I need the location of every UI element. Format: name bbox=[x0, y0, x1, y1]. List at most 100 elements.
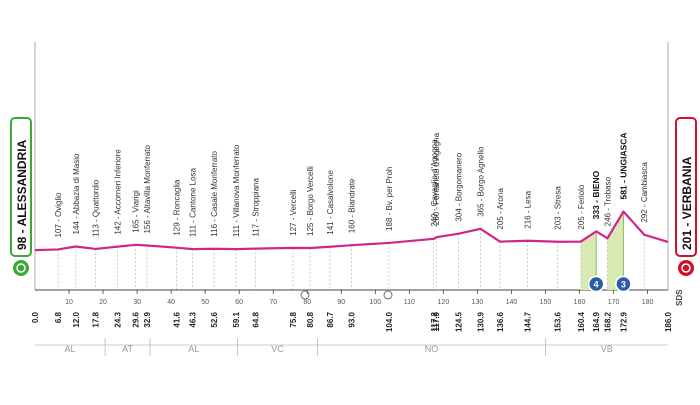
x-tick-label: 80 bbox=[303, 299, 311, 306]
km-label: 117.2 bbox=[430, 311, 439, 331]
x-tick-label: 120 bbox=[438, 299, 450, 306]
waypoint-label: 216 - Lesa bbox=[523, 190, 532, 228]
x-tick-label: 50 bbox=[201, 299, 209, 306]
km-label: 41.6 bbox=[173, 311, 182, 327]
x-tick-label: 180 bbox=[642, 299, 654, 306]
waypoint-label: 205 - Feriolo bbox=[577, 184, 586, 229]
waypoint-label: 304 - Borgomanero bbox=[455, 152, 464, 221]
x-tick-label: 90 bbox=[337, 299, 345, 306]
x-tick-label: 140 bbox=[506, 299, 518, 306]
waypoint-label: 260 - Fontaneto d'Agogna bbox=[432, 132, 441, 225]
x-tick-label: 10 bbox=[65, 299, 73, 306]
x-tick-label: 40 bbox=[167, 299, 175, 306]
waypoint-label: 125 - Borgo Vercelli bbox=[306, 166, 315, 236]
waypoint-label: 160 - Biandrate bbox=[348, 178, 357, 233]
x-tick-label: 70 bbox=[269, 299, 277, 306]
place-label: 201 - VERBANIA bbox=[680, 156, 694, 250]
place-icon-inner bbox=[681, 263, 691, 273]
km-label: 117.9 bbox=[432, 311, 441, 331]
climb-category: 3 bbox=[621, 280, 626, 290]
km-label: 136.6 bbox=[496, 311, 505, 332]
km-label: 93.0 bbox=[348, 311, 357, 327]
climb-badge bbox=[615, 275, 632, 293]
km-label: 168.2 bbox=[603, 311, 612, 332]
climb-area bbox=[580, 231, 597, 290]
km-label: 124.5 bbox=[455, 311, 464, 332]
region-label: NO bbox=[425, 344, 439, 354]
place-icon bbox=[13, 260, 29, 276]
waypoint-label: 205 - Arona bbox=[496, 188, 505, 230]
waypoint-label: 142 - Accorneri Inferiore bbox=[114, 149, 123, 235]
waypoint-label: 117 - Stroppiana bbox=[252, 178, 261, 237]
profile-line bbox=[34, 210, 669, 252]
place-box bbox=[675, 117, 697, 257]
waypoint-label: 107 - Oviglio bbox=[54, 192, 63, 237]
km-label: 86.7 bbox=[326, 311, 335, 327]
waypoint-label: 188 - Bv. per Proh bbox=[385, 167, 394, 231]
climb-badge bbox=[587, 275, 605, 293]
km-label: 144.7 bbox=[523, 311, 532, 332]
km-label: 46.3 bbox=[189, 311, 198, 327]
km-label: 0.0 bbox=[31, 311, 40, 323]
waypoint-label: 111 - Villanova Monferrato bbox=[232, 144, 241, 237]
km-label: 104.0 bbox=[385, 311, 394, 332]
waypoint-label: 144 - Abbazia di Masio bbox=[72, 153, 81, 234]
km-label: 80.8 bbox=[306, 311, 315, 327]
x-tick-label: 150 bbox=[540, 299, 552, 306]
logo: SDS bbox=[675, 289, 684, 306]
km-label: 164.9 bbox=[592, 311, 601, 332]
place-icon-inner bbox=[16, 263, 26, 273]
waypoint-label: 116 - Casale Monferrato bbox=[210, 150, 219, 236]
km-label: 59.1 bbox=[232, 311, 241, 327]
region-label: VB bbox=[601, 344, 613, 354]
waypoint-label: 203 - Stresa bbox=[554, 186, 563, 230]
waypoint-label: 365 - Borgo Agnello bbox=[476, 146, 485, 217]
region-label: AT bbox=[122, 344, 133, 354]
waypoint-label: 333 - BIENO bbox=[591, 170, 601, 219]
x-tick-label: 170 bbox=[608, 299, 620, 306]
km-label: 24.3 bbox=[114, 311, 123, 327]
climb-area bbox=[607, 211, 624, 290]
region-label: AL bbox=[188, 344, 199, 354]
km-label: 64.8 bbox=[252, 311, 261, 327]
sprint-icon bbox=[300, 290, 310, 300]
waypoint-label: 129 - Roncaglia bbox=[173, 179, 182, 236]
waypoint-label: 292 - Cambiasca bbox=[640, 162, 649, 223]
place-icon bbox=[678, 260, 694, 276]
km-label: 172.9 bbox=[619, 311, 628, 332]
x-tick-label: 100 bbox=[369, 299, 381, 306]
x-tick-label: 130 bbox=[472, 299, 484, 306]
waypoint-label: 240 - Cavaglio d'Agogna bbox=[430, 139, 439, 227]
km-label: 6.8 bbox=[54, 311, 63, 323]
x-tick-label: 60 bbox=[235, 299, 243, 306]
place-box bbox=[10, 117, 32, 257]
km-label: 17.8 bbox=[92, 311, 101, 327]
km-label: 153.6 bbox=[554, 311, 563, 332]
km-label: 75.8 bbox=[289, 311, 298, 327]
waypoint-label: 111 - Cantone Losa bbox=[189, 167, 198, 237]
x-tick-label: 20 bbox=[99, 299, 107, 306]
waypoint-label: 165 - Viarigi bbox=[132, 190, 141, 233]
waypoint-label: 141 - Casalvolone bbox=[326, 170, 335, 235]
km-label: 32.9 bbox=[143, 311, 152, 327]
waypoint-label: 581 - UNGIASCA bbox=[618, 132, 628, 199]
region-label: AL bbox=[65, 344, 76, 354]
km-label: 12.0 bbox=[72, 311, 81, 327]
km-label: 29.6 bbox=[132, 311, 141, 327]
waypoint-label: 113 - Quattordio bbox=[92, 179, 101, 237]
climb-category: 4 bbox=[594, 280, 599, 290]
region-label: VC bbox=[271, 344, 284, 354]
place-label: 98 - ALESSANDRIA bbox=[15, 139, 29, 250]
x-tick-label: 30 bbox=[133, 299, 141, 306]
km-label: 52.6 bbox=[210, 311, 219, 327]
waypoint-label: 127 - Vercelli bbox=[289, 189, 298, 235]
x-tick-label: 110 bbox=[404, 299, 415, 306]
x-tick-label: 160 bbox=[574, 299, 586, 306]
km-label: 130.9 bbox=[476, 311, 485, 332]
sprint-icon bbox=[383, 290, 393, 300]
km-label: 186.0 bbox=[664, 311, 673, 332]
waypoint-label: 156 - Altavilla Monferrato bbox=[143, 144, 152, 233]
km-label: 160.4 bbox=[577, 311, 586, 332]
